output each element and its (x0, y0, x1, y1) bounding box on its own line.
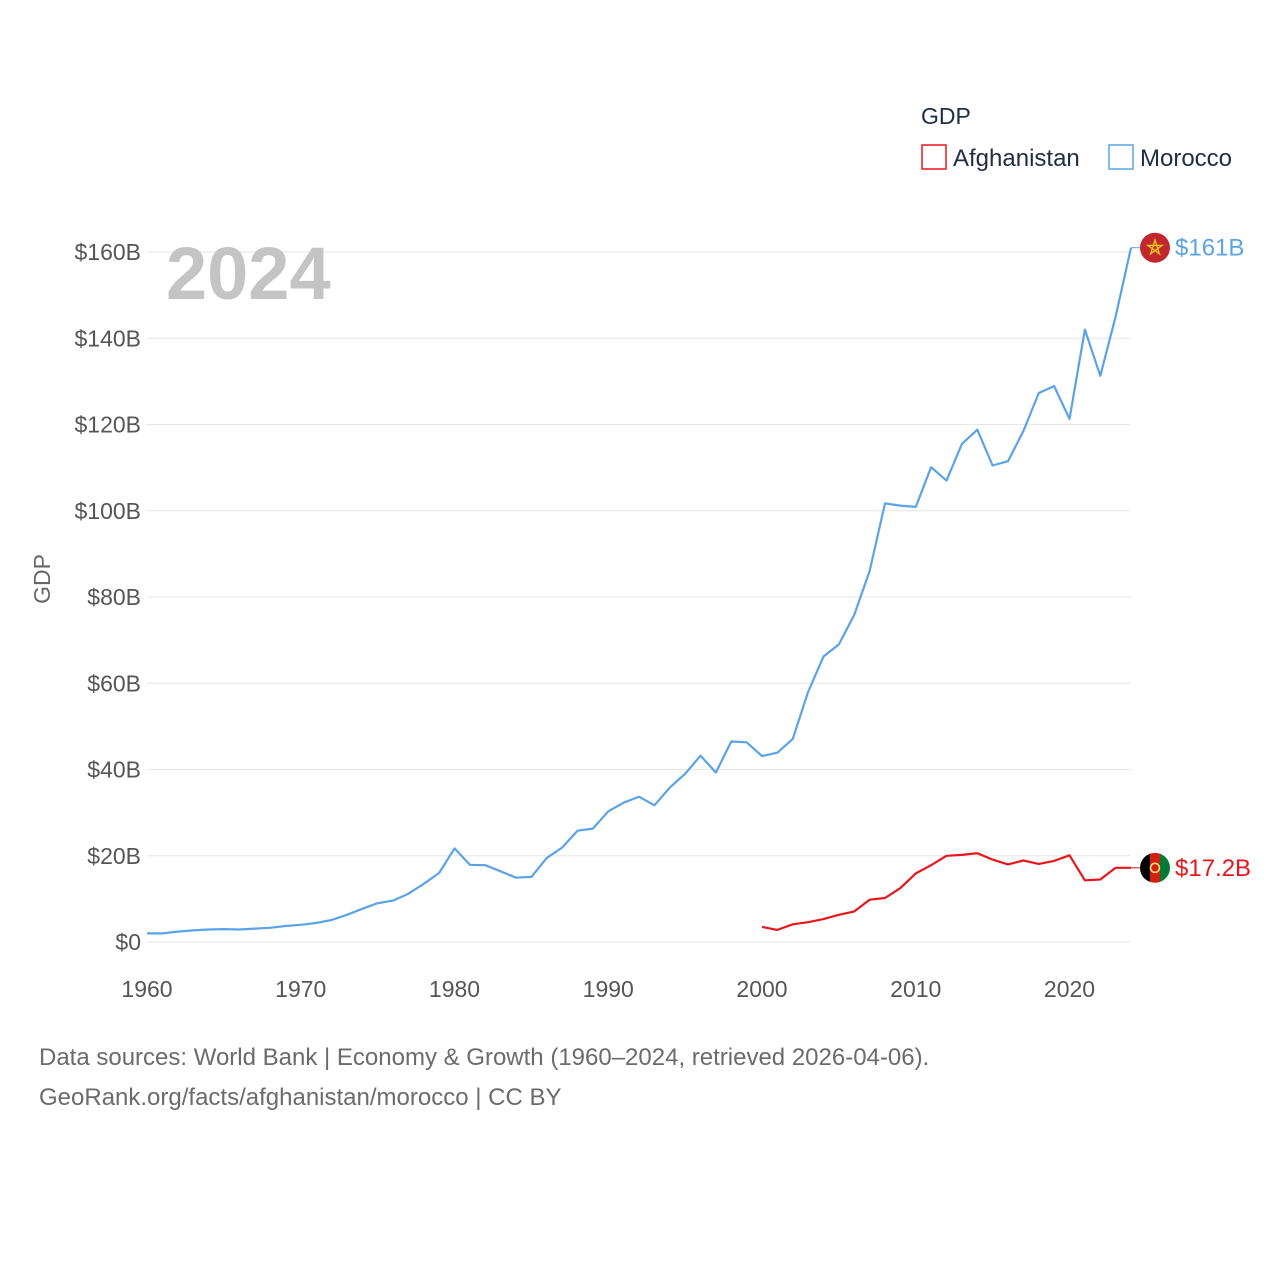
legend-label-afghanistan: Afghanistan (953, 145, 1080, 172)
x-tick-label: 1990 (583, 976, 634, 1002)
y-tick-label: $60B (87, 670, 141, 696)
x-tick-label: 1980 (429, 976, 480, 1002)
source-link[interactable]: GeoRank.org/facts/afghanistan/morocco | … (39, 1084, 562, 1111)
source-text: Data sources: World Bank | Economy & Gro… (39, 1044, 930, 1071)
series-lines (147, 247, 1133, 935)
legend-swatch-morocco (1108, 144, 1134, 170)
legend-item-afghanistan[interactable]: Afghanistan (921, 144, 1080, 172)
series-line-afghanistan (761, 852, 1131, 932)
y-axis-label: GDP (29, 554, 55, 604)
x-tick-label: 2010 (890, 976, 941, 1002)
year-label: 2024 (166, 232, 331, 315)
y-tick-label: $100B (74, 498, 141, 524)
legend-title: GDP (921, 103, 971, 129)
y-tick-label: $120B (74, 412, 141, 438)
x-tick-label: 2020 (1044, 976, 1095, 1002)
legend-swatch-afghanistan (921, 144, 947, 170)
x-tick-label: 2000 (736, 976, 787, 1002)
y-tick-label: $140B (74, 325, 141, 351)
afghanistan-flag-icon (1140, 852, 1170, 883)
gridlines (147, 251, 1131, 943)
y-tick-label: $20B (87, 843, 141, 869)
series-end-markers: $17.2B $161B (1131, 232, 1251, 883)
y-tick-label: $80B (87, 584, 141, 610)
y-axis-ticks: $0 $20B $40B $60B $80B $100B $120B $140B $160B (74, 239, 141, 955)
x-axis-ticks: 1960 1970 1980 1990 2000 2010 2020 (121, 976, 1095, 1002)
morocco-flag-icon (1140, 232, 1170, 263)
end-value-label-morocco: $161B (1175, 235, 1244, 262)
x-tick-label: 1970 (275, 976, 326, 1002)
y-tick-label: $160B (74, 239, 141, 265)
y-tick-label: $0 (115, 929, 141, 955)
x-tick-label: 1960 (121, 976, 172, 1002)
legend-label-morocco: Morocco (1140, 145, 1232, 172)
legend: GDP Afghanistan Morocco (921, 103, 1232, 172)
y-tick-label: $40B (87, 757, 141, 783)
series-line-morocco (147, 247, 1133, 935)
legend-item-morocco[interactable]: Morocco (1108, 144, 1232, 172)
end-value-label-afghanistan: $17.2B (1175, 855, 1251, 882)
